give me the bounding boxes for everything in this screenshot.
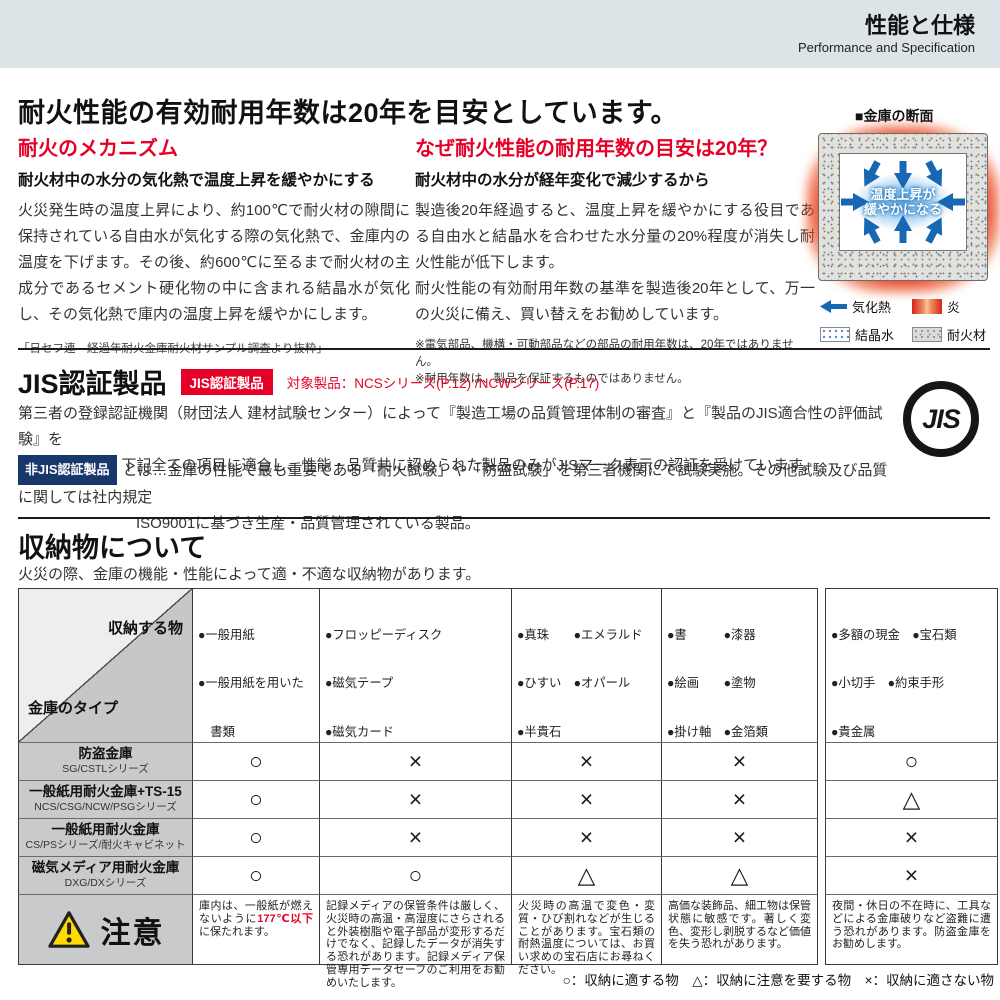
header-cell-paper: ●一般用紙 ●一般用紙を用いた 書類 ●書籍 ●印刷物 xyxy=(193,588,320,926)
corner-label-types: 金庫のタイプ xyxy=(28,700,119,717)
mark-cell: △ xyxy=(512,857,662,895)
fire-section-heading: 耐火性能の有効耐用年数は20年を目安としています。 xyxy=(18,98,679,128)
table-row-anti-theft: 防盗金庫 SG/CSTLシリーズ ○ × × × ○ xyxy=(18,743,998,781)
jis-section-title: JIS認証製品 xyxy=(18,369,167,399)
inward-arrows-icon xyxy=(841,160,965,244)
mark-cell: × xyxy=(825,857,998,895)
safe-cavity: 温度上昇が 緩やかになる xyxy=(839,153,967,251)
why20-body1: 製造後20年経過すると、温度上昇を緩やかにする役目である自由水と結晶水を合わせた… xyxy=(415,202,815,271)
mark-cell: ○ xyxy=(825,743,998,781)
warning-icon xyxy=(47,910,90,948)
mark-cell: × xyxy=(512,743,662,781)
mark-cell: × xyxy=(662,781,818,819)
caution-cell-media: 記録メディアの保管条件は厳しく、火災時の高温・高湿度にさらされると外装樹脂や電子… xyxy=(320,895,512,989)
header-cell-jewels: ●真珠 ●エメラルド ●ひすい ●オパール ●半貴石 （色の薄い石、アクアマ リ… xyxy=(512,588,662,921)
mechanism-body: 火災発生時の温度上昇により、約100℃で耐火材の隙間に保持されている自由水が気化… xyxy=(18,202,411,323)
caution-label: 注意 xyxy=(100,916,165,950)
caution-cell-jewels: 火災時の高温で変色・変質・ひび割れなどが生じることがあります。宝石類の耐熱温度に… xyxy=(512,895,662,976)
mark-cell: × xyxy=(512,819,662,857)
mark-cell: × xyxy=(825,819,998,857)
corner-header-cell: 収納する物 金庫のタイプ xyxy=(18,588,193,743)
mark-cell: ○ xyxy=(193,743,320,781)
fire-mechanism-column: 耐火のメカニズム 耐火材中の水分の気化熱で温度上昇を緩やかにする 火災発生時の温… xyxy=(18,132,410,356)
divider xyxy=(18,348,990,350)
table-row-fire-ts15: 一般紙用耐火金庫+TS-15 NCS/CSG/NCW/PSGシリーズ ○ × ×… xyxy=(18,781,998,819)
diagram-legend: 気化熱 炎 結晶水 耐火材 xyxy=(820,288,992,344)
mark-cell: △ xyxy=(662,857,818,895)
caution-cell-paper: 庫内は、一般紙が燃えないように177℃以下に保たれます。 xyxy=(193,895,320,965)
legend-fireproof-material: 耐火材 xyxy=(912,325,986,344)
mark-cell: × xyxy=(320,743,512,781)
blue-arrow-icon xyxy=(820,300,847,313)
diagram-caption: ■金庫の断面 xyxy=(855,108,934,124)
mark-cell: ○ xyxy=(193,857,320,895)
page-subtitle-en: Performance and Specification xyxy=(797,40,975,55)
jis-mark-icon: JIS xyxy=(903,381,979,457)
mechanism-subtitle: 耐火材中の水分の気化熱で温度上昇を緩やかにする xyxy=(18,172,375,189)
mark-cell: ○ xyxy=(320,857,512,895)
divider xyxy=(18,517,990,519)
legend-flame: 炎 xyxy=(912,297,960,316)
diagram-center-text: 温度上昇が 緩やかになる xyxy=(863,187,942,217)
non-jis-paragraph: 非JIS認証製品 とは…金庫の性能で最も重要である「耐火試験」や「防盗試験」を第三… xyxy=(18,455,898,537)
mark-cell: × xyxy=(320,819,512,857)
caution-cell-valuables: 夜間・休日の不在時に、工具などによる金庫破りなど盗難に遭う恐れがあります。防盗金… xyxy=(825,895,998,965)
why20-body2: 耐火性能の有効耐用年数の基準を製造後20年として、万一の火災に備え、買い替えをお… xyxy=(415,280,815,323)
table-row-fire-general: 一般紙用耐火金庫 CS/PSシリーズ/耐火キャビネット ○ × × × × xyxy=(18,819,998,857)
safe-cross-section-diagram: 温度上昇が 緩やかになる xyxy=(806,125,1000,293)
why20-subtitle: 耐火材中の水分が経年変化で減少するから xyxy=(415,172,710,189)
mark-cell: × xyxy=(662,819,818,857)
legend-crystal-water: 結晶水 xyxy=(820,325,912,344)
safe-type-label: 防盗金庫 SG/CSTLシリーズ xyxy=(18,743,193,781)
why20-title: なぜ耐火性能の耐用年数の目安は20年？ xyxy=(415,138,778,160)
why-20-years-column: なぜ耐火性能の耐用年数の目安は20年？ 耐火材中の水分が経年変化で減少するから … xyxy=(415,132,815,388)
why20-note2: ※耐用年数は、製品を保証するものではありません。 xyxy=(415,373,689,385)
mark-cell: × xyxy=(662,743,818,781)
marks-legend: ○：収納に適する物 △：収納に注意を要する物 ×：収納に適さない物 xyxy=(562,973,994,988)
header-cell-valuables: ●多額の現金 ●宝石類 ●小切手 ●約束手形 ●貴金属 その他、特別の値打ちが … xyxy=(825,588,998,917)
mark-cell: × xyxy=(320,781,512,819)
fireproof-material-swatch-icon xyxy=(912,327,942,342)
mechanism-title: 耐火のメカニズム xyxy=(18,138,178,160)
flame-swatch-icon xyxy=(912,299,942,314)
safe-type-label: 磁気メディア用耐火金庫 DXG/DXシリーズ xyxy=(18,857,193,895)
mark-cell: ○ xyxy=(193,819,320,857)
page-header: 性能と仕様 Performance and Specification xyxy=(0,0,1000,68)
header-cell-magnetic-media: ●フロッピーディスク ●磁気テープ ●磁気カード ●コンパクトディスク ●フィル… xyxy=(320,588,512,918)
jis-certified-badge: JIS認証製品 xyxy=(180,368,273,395)
table-row-media-safe: 磁気メディア用耐火金庫 DXG/DXシリーズ ○ ○ △ △ × xyxy=(18,857,998,895)
legend-vaporization-heat: 気化熱 xyxy=(820,297,912,316)
jis-target-products: 対象製品：NCSシリーズ(P.12) /NCWシリーズ(P.17) xyxy=(286,375,600,391)
column-gap xyxy=(818,588,825,743)
header-cell-artworks: ●書 ●漆器 ●絵画 ●塗物 ●掛け軸 ●金箔類 ●骨董品 ●高価な装飾品、細工… xyxy=(662,588,818,912)
mark-cell: △ xyxy=(825,781,998,819)
mark-cell: ○ xyxy=(193,781,320,819)
storage-section-subtitle: 火災の際、金庫の機能・性能によって適・不適な収納物があります。 xyxy=(18,566,481,583)
page-title: 性能と仕様 xyxy=(864,13,975,38)
storage-section-title: 収納物について xyxy=(18,533,207,563)
corner-label-items: 収納する物 xyxy=(107,620,183,637)
caution-label-cell: 注意 xyxy=(18,895,193,965)
fireproof-wall: 温度上昇が 緩やかになる xyxy=(818,133,988,281)
non-jis-badge: 非JIS認証製品 xyxy=(18,455,117,485)
crystal-water-swatch-icon xyxy=(820,327,850,342)
mark-cell: × xyxy=(512,781,662,819)
caution-cell-artworks: 高価な装飾品、細工物は保管状態に敏感です。著しく変色、変形し剥脱するなど価値を失… xyxy=(662,895,818,965)
safe-type-label: 一般紙用耐火金庫+TS-15 NCS/CSG/NCW/PSGシリーズ xyxy=(18,781,193,819)
storage-table: 収納する物 金庫のタイプ ●一般用紙 ●一般用紙を用いた 書類 ●書籍 ●印刷物 xyxy=(18,588,998,989)
table-header-row: 収納する物 金庫のタイプ ●一般用紙 ●一般用紙を用いた 書類 ●書籍 ●印刷物 xyxy=(18,588,998,926)
caution-row: 注意 庫内は、一般紙が燃えないように177℃以下に保たれます。 記録メディアの保… xyxy=(18,895,998,989)
jis-body: 第三者の登録認証機関（財団法人 建材試験センター）によって『製造工場の品質管理体… xyxy=(18,405,883,474)
jis-section-header: JIS認証製品 JIS認証製品 対象製品：NCSシリーズ(P.12) /NCWシ… xyxy=(18,362,599,401)
safe-type-label: 一般紙用耐火金庫 CS/PSシリーズ/耐火キャビネット xyxy=(18,819,193,857)
